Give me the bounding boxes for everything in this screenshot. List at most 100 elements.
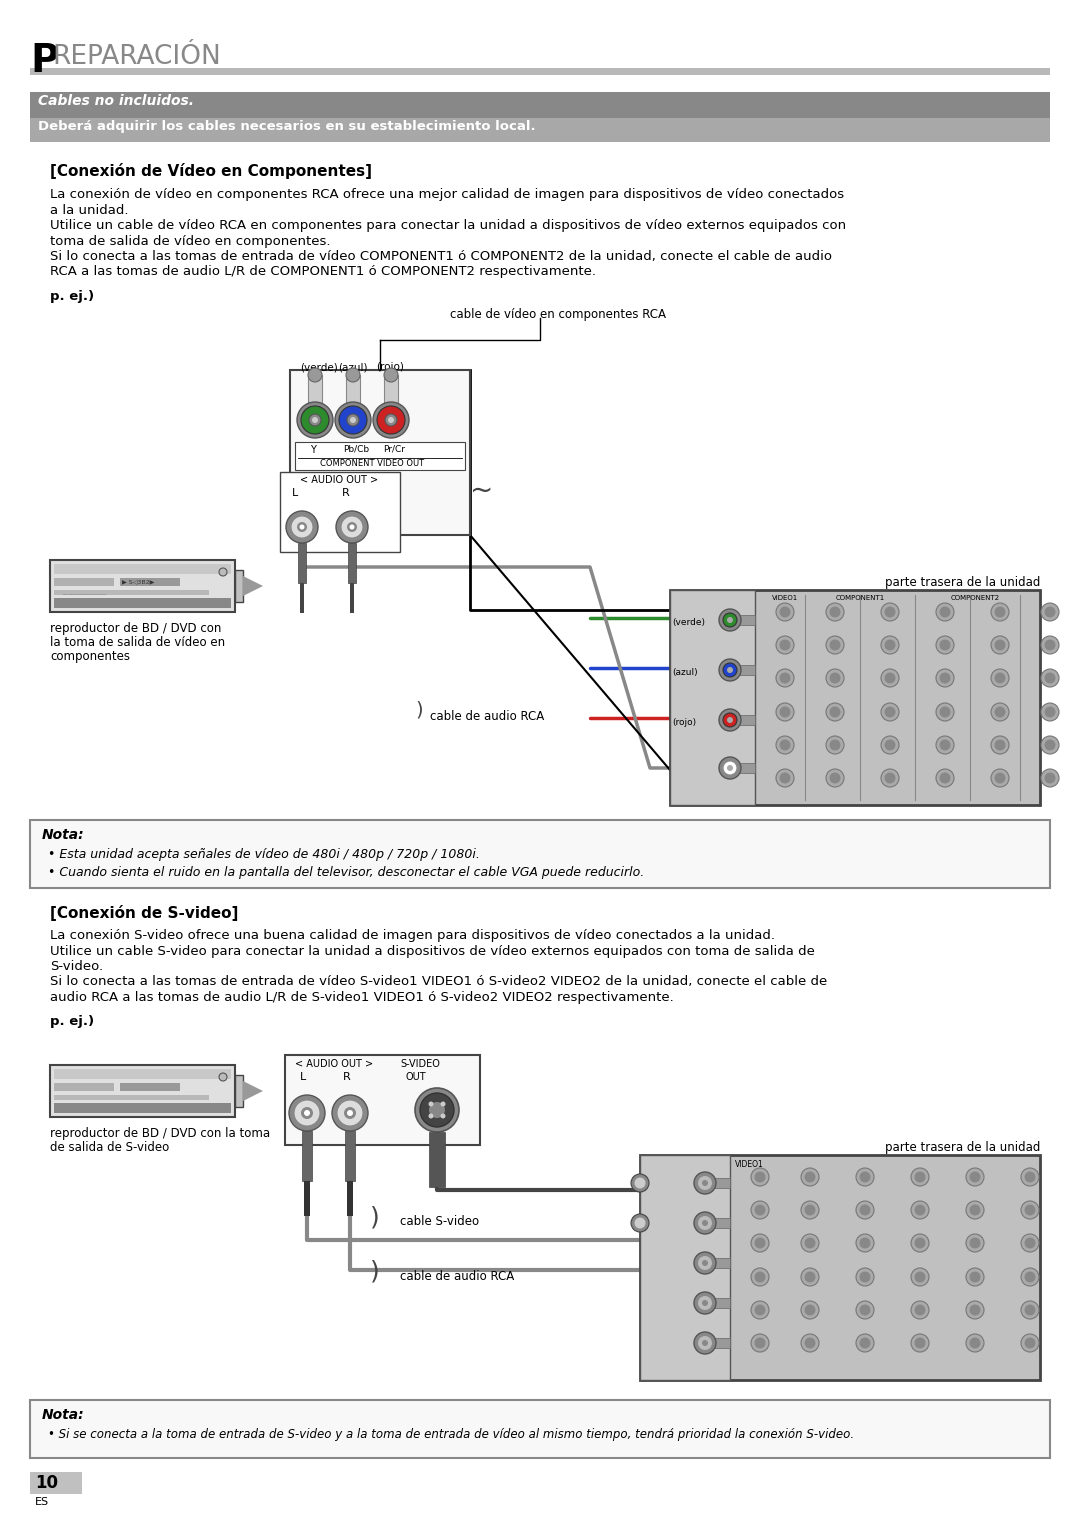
Circle shape xyxy=(940,740,950,751)
Text: L: L xyxy=(292,488,298,497)
Circle shape xyxy=(723,662,737,678)
Circle shape xyxy=(860,1305,870,1315)
Circle shape xyxy=(829,707,840,717)
Text: VIDEO1: VIDEO1 xyxy=(735,1160,764,1169)
Circle shape xyxy=(912,1201,929,1219)
Circle shape xyxy=(970,1238,981,1248)
Circle shape xyxy=(991,703,1009,720)
Circle shape xyxy=(347,1109,353,1116)
Circle shape xyxy=(915,1271,926,1282)
Circle shape xyxy=(1021,1167,1039,1186)
Circle shape xyxy=(297,401,333,438)
Bar xyxy=(280,472,400,552)
Circle shape xyxy=(805,1337,815,1349)
Circle shape xyxy=(881,668,899,687)
Bar xyxy=(30,1473,82,1494)
Circle shape xyxy=(1021,1268,1039,1286)
Circle shape xyxy=(694,1251,716,1274)
Bar xyxy=(347,1181,353,1216)
Circle shape xyxy=(299,525,305,530)
Circle shape xyxy=(826,603,843,621)
Circle shape xyxy=(720,665,730,674)
Circle shape xyxy=(991,603,1009,621)
Circle shape xyxy=(694,1172,716,1193)
Circle shape xyxy=(801,1167,819,1186)
Circle shape xyxy=(346,368,360,382)
Circle shape xyxy=(384,414,397,426)
Bar xyxy=(120,578,180,586)
Circle shape xyxy=(991,668,1009,687)
Circle shape xyxy=(1044,639,1055,650)
Bar xyxy=(303,1181,310,1216)
Circle shape xyxy=(1041,636,1059,655)
Circle shape xyxy=(829,740,840,751)
Text: • Si se conecta a la toma de entrada de S-video y a la toma de entrada de vídeo : • Si se conecta a la toma de entrada de … xyxy=(48,1428,854,1441)
Circle shape xyxy=(635,1178,646,1189)
Circle shape xyxy=(966,1201,984,1219)
Circle shape xyxy=(936,668,954,687)
Bar xyxy=(670,591,755,806)
Text: toma de salida de vídeo en componentes.: toma de salida de vídeo en componentes. xyxy=(50,235,330,247)
Text: cable S-video: cable S-video xyxy=(400,1215,480,1228)
Circle shape xyxy=(312,417,318,423)
Circle shape xyxy=(347,414,359,426)
Text: La conexión S-video ofrece una buena calidad de imagen para dispositivos de víde: La conexión S-video ofrece una buena cal… xyxy=(50,929,775,942)
Circle shape xyxy=(829,606,840,618)
Circle shape xyxy=(751,1334,769,1352)
Circle shape xyxy=(1021,1235,1039,1251)
Circle shape xyxy=(912,1268,929,1286)
Text: P: P xyxy=(30,43,58,79)
Text: R: R xyxy=(342,488,350,497)
Bar xyxy=(702,1178,730,1189)
Circle shape xyxy=(309,414,321,426)
Circle shape xyxy=(429,1102,433,1106)
Circle shape xyxy=(719,757,741,778)
Circle shape xyxy=(940,772,950,783)
Polygon shape xyxy=(243,575,264,597)
Circle shape xyxy=(936,703,954,720)
Circle shape xyxy=(1025,1337,1036,1349)
Circle shape xyxy=(912,1302,929,1318)
Circle shape xyxy=(1021,1334,1039,1352)
Circle shape xyxy=(698,1177,712,1190)
Text: cable de audio RCA: cable de audio RCA xyxy=(400,1270,514,1283)
Circle shape xyxy=(723,613,737,627)
Text: [Conexión de S-video]: [Conexión de S-video] xyxy=(50,905,239,922)
Circle shape xyxy=(885,673,895,684)
Circle shape xyxy=(1041,703,1059,720)
Text: cable de audio RCA: cable de audio RCA xyxy=(430,710,544,723)
Circle shape xyxy=(970,1204,981,1216)
Circle shape xyxy=(727,765,733,771)
Circle shape xyxy=(915,1172,926,1183)
Bar xyxy=(30,819,1050,888)
Polygon shape xyxy=(243,1080,264,1100)
Bar xyxy=(725,615,755,626)
Bar xyxy=(640,1155,730,1380)
Circle shape xyxy=(881,703,899,720)
Circle shape xyxy=(860,1238,870,1248)
Circle shape xyxy=(777,603,794,621)
Circle shape xyxy=(694,1293,716,1314)
Text: R: R xyxy=(343,1071,351,1082)
Bar xyxy=(308,375,322,415)
Circle shape xyxy=(631,1215,649,1231)
Circle shape xyxy=(856,1235,874,1251)
Text: reproductor de BD / DVD con la toma: reproductor de BD / DVD con la toma xyxy=(50,1128,270,1140)
Circle shape xyxy=(755,1305,766,1315)
Bar xyxy=(54,1096,210,1100)
Circle shape xyxy=(347,522,357,533)
Circle shape xyxy=(995,673,1005,684)
Bar xyxy=(640,1155,1040,1380)
Circle shape xyxy=(936,636,954,655)
Circle shape xyxy=(301,406,329,433)
Circle shape xyxy=(441,1114,446,1119)
Circle shape xyxy=(1021,1302,1039,1318)
Circle shape xyxy=(1025,1238,1036,1248)
Text: S-video.: S-video. xyxy=(50,960,103,974)
Circle shape xyxy=(860,1271,870,1282)
Circle shape xyxy=(1044,707,1055,717)
Circle shape xyxy=(388,417,394,423)
Circle shape xyxy=(702,1260,708,1267)
Circle shape xyxy=(755,1337,766,1349)
Text: parte trasera de la unidad: parte trasera de la unidad xyxy=(885,575,1040,589)
